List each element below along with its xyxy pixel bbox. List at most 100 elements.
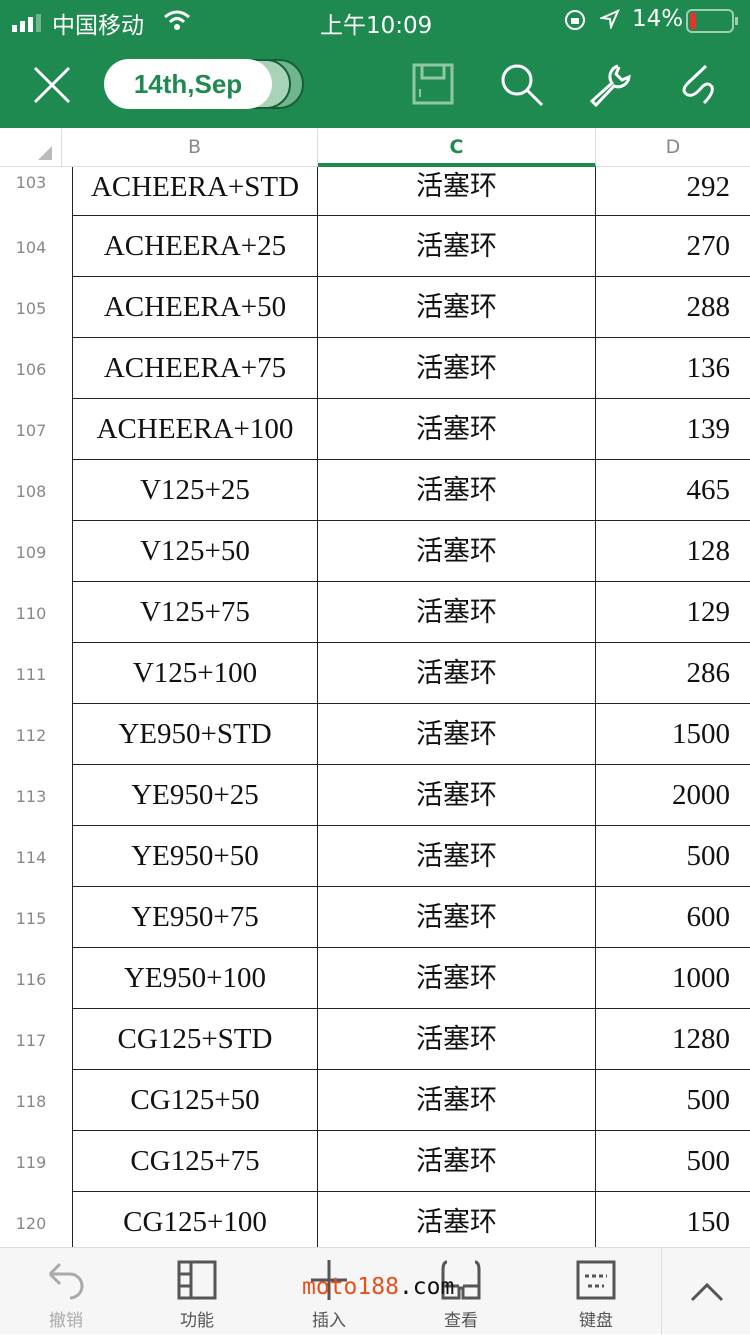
collapse-button[interactable] — [661, 1248, 750, 1335]
row-number[interactable]: 108 — [15, 482, 47, 501]
cell-c[interactable]: 活塞环 — [318, 460, 596, 521]
cell-c[interactable]: 活塞环 — [318, 826, 596, 887]
cell-d[interactable]: 270 — [596, 216, 750, 277]
column-header-c[interactable]: C — [318, 128, 596, 167]
cell-d[interactable]: 1000 — [596, 948, 750, 1009]
cell-b[interactable]: CG125+75 — [72, 1131, 318, 1192]
cell-d[interactable]: 139 — [596, 399, 750, 460]
cell-d[interactable]: 1280 — [596, 1009, 750, 1070]
cell-b[interactable]: YE950+50 — [72, 826, 318, 887]
cell-c[interactable]: 活塞环 — [318, 167, 596, 216]
row-number[interactable]: 111 — [15, 665, 47, 684]
row-number[interactable]: 117 — [15, 1031, 47, 1050]
cell-d[interactable]: 129 — [596, 582, 750, 643]
cell-b[interactable]: CG125+STD — [72, 1009, 318, 1070]
wrench-icon[interactable] — [588, 63, 632, 111]
cell-d[interactable]: 2000 — [596, 765, 750, 826]
cell-d[interactable]: 500 — [596, 826, 750, 887]
select-all-corner[interactable] — [0, 128, 62, 167]
row-number[interactable]: 118 — [15, 1092, 47, 1111]
clock: 上午10:09 — [320, 13, 433, 39]
keyboard-button[interactable]: 键盘 — [546, 1248, 646, 1335]
cell-b[interactable]: ACHEERA+STD — [72, 167, 318, 216]
cell-c[interactable]: 活塞环 — [318, 399, 596, 460]
location-icon — [598, 9, 620, 35]
cell-b[interactable]: YE950+STD — [72, 704, 318, 765]
chevron-up-icon — [690, 1282, 724, 1302]
cell-b[interactable]: YE950+100 — [72, 948, 318, 1009]
column-header-b[interactable]: B — [72, 128, 318, 167]
cell-c[interactable]: 活塞环 — [318, 887, 596, 948]
row-number[interactable]: 104 — [15, 238, 47, 257]
cell-b[interactable]: ACHEERA+25 — [72, 216, 318, 277]
view-button[interactable]: 查看 — [411, 1248, 511, 1335]
cell-b[interactable]: V125+25 — [72, 460, 318, 521]
cell-b[interactable]: ACHEERA+75 — [72, 338, 318, 399]
cell-c[interactable]: 活塞环 — [318, 765, 596, 826]
cell-b[interactable]: V125+100 — [72, 643, 318, 704]
cell-b[interactable]: ACHEERA+100 — [72, 399, 318, 460]
insert-label: 插入 — [312, 1311, 346, 1331]
function-button[interactable]: 功能 — [147, 1248, 247, 1335]
table-row: 119 CG125+75 活塞环 500 — [0, 1131, 750, 1192]
cell-b[interactable]: CG125+50 — [72, 1070, 318, 1131]
table-row: 106 ACHEERA+75 活塞环 136 — [0, 338, 750, 399]
cell-b[interactable]: YE950+75 — [72, 887, 318, 948]
cell-b[interactable]: CG125+100 — [72, 1192, 318, 1253]
cell-c[interactable]: 活塞环 — [318, 338, 596, 399]
row-number[interactable]: 119 — [15, 1153, 47, 1172]
cell-d[interactable]: 500 — [596, 1070, 750, 1131]
row-number[interactable]: 114 — [15, 848, 47, 867]
cell-d[interactable]: 292 — [596, 167, 750, 216]
cell-d[interactable]: 150 — [596, 1192, 750, 1253]
row-number[interactable]: 116 — [15, 970, 47, 989]
row-number[interactable]: 109 — [15, 543, 47, 562]
cell-b[interactable]: ACHEERA+50 — [72, 277, 318, 338]
file-name-tab[interactable]: 14th,Sep — [104, 59, 272, 109]
cell-d[interactable]: 600 — [596, 887, 750, 948]
cell-d[interactable]: 136 — [596, 338, 750, 399]
cell-c[interactable]: 活塞环 — [318, 1192, 596, 1253]
cell-d[interactable]: 128 — [596, 521, 750, 582]
search-icon[interactable] — [500, 63, 544, 111]
pen-icon[interactable] — [676, 63, 720, 111]
row-number[interactable]: 115 — [15, 909, 47, 928]
save-icon[interactable] — [412, 63, 454, 109]
row-number[interactable]: 107 — [15, 421, 47, 440]
cell-b[interactable]: V125+75 — [72, 582, 318, 643]
column-header-d[interactable]: D — [665, 136, 681, 158]
cell-c[interactable]: 活塞环 — [318, 521, 596, 582]
cell-d[interactable]: 288 — [596, 277, 750, 338]
cell-c[interactable]: 活塞环 — [318, 582, 596, 643]
undo-button[interactable]: 撤销 — [16, 1248, 116, 1335]
cell-d[interactable]: 500 — [596, 1131, 750, 1192]
table-row: 107 ACHEERA+100 活塞环 139 — [0, 399, 750, 460]
row-number[interactable]: 112 — [15, 726, 47, 745]
row-number[interactable]: 113 — [15, 787, 47, 806]
cell-c[interactable]: 活塞环 — [318, 643, 596, 704]
row-number[interactable]: 110 — [15, 604, 47, 623]
cell-c[interactable]: 活塞环 — [318, 704, 596, 765]
cell-c[interactable]: 活塞环 — [318, 1131, 596, 1192]
watermark-part1: moto188 — [302, 1274, 399, 1300]
cell-b[interactable]: V125+50 — [72, 521, 318, 582]
close-icon[interactable] — [33, 66, 71, 108]
insert-button[interactable]: 插入 — [279, 1248, 379, 1335]
cell-d[interactable]: 1500 — [596, 704, 750, 765]
cell-b[interactable]: YE950+25 — [72, 765, 318, 826]
watermark-part2: .com — [398, 1274, 455, 1300]
cell-c[interactable]: 活塞环 — [318, 948, 596, 1009]
cell-c[interactable]: 活塞环 — [318, 277, 596, 338]
battery-percent: 14% — [632, 6, 684, 32]
row-number[interactable]: 105 — [15, 299, 47, 318]
cell-d[interactable]: 286 — [596, 643, 750, 704]
table-row: 108 V125+25 活塞环 465 — [0, 460, 750, 521]
undo-icon — [48, 1262, 84, 1300]
cell-c[interactable]: 活塞环 — [318, 216, 596, 277]
row-number[interactable]: 106 — [15, 360, 47, 379]
cell-d[interactable]: 465 — [596, 460, 750, 521]
row-number[interactable]: 120 — [15, 1214, 47, 1233]
cell-c[interactable]: 活塞环 — [318, 1009, 596, 1070]
cell-c[interactable]: 活塞环 — [318, 1070, 596, 1131]
row-number[interactable]: 103 — [15, 173, 47, 192]
